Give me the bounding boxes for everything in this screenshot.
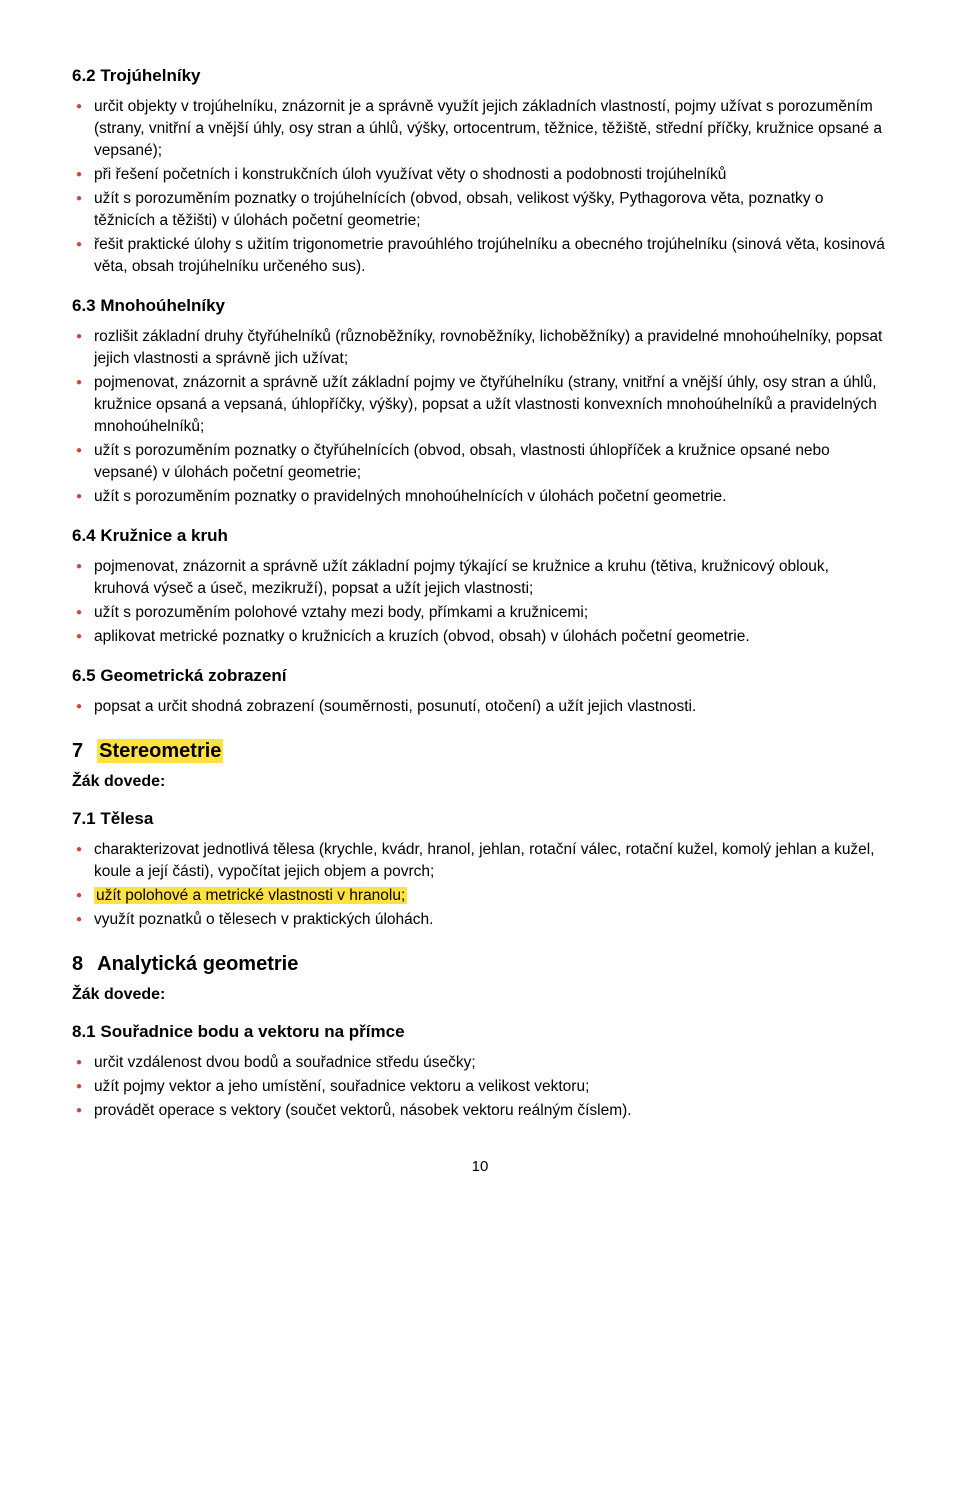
list-item: rozlišit základní druhy čtyřúhelníků (rů… xyxy=(72,326,888,370)
list-6-4: pojmenovat, znázornit a správně užít zák… xyxy=(72,556,888,648)
heading-chapter-7: 7 Stereometrie xyxy=(72,740,888,763)
list-item: užít s porozuměním poznatky o čtyřúhelní… xyxy=(72,440,888,484)
list-item: využít poznatků o tělesech v praktických… xyxy=(72,909,888,931)
list-6-3: rozlišit základní druhy čtyřúhelníků (rů… xyxy=(72,326,888,508)
list-6-5: popsat a určit shodná zobrazení (souměrn… xyxy=(72,696,888,718)
heading-6-2: 6.2 Trojúhelníky xyxy=(72,66,888,86)
heading-6-3: 6.3 Mnohoúhelníky xyxy=(72,296,888,316)
list-item: užít pojmy vektor a jeho umístění, souřa… xyxy=(72,1076,888,1098)
highlighted-text: užít polohové a metrické vlastnosti v hr… xyxy=(94,887,407,904)
list-item: určit objekty v trojúhelníku, znázornit … xyxy=(72,96,888,162)
list-item: užít s porozuměním poznatky o trojúhelní… xyxy=(72,188,888,232)
heading-7-1: 7.1 Tělesa xyxy=(72,809,888,829)
chapter-number: 7 xyxy=(72,740,83,763)
chapter-title-highlighted: Stereometrie xyxy=(97,739,223,763)
heading-6-4: 6.4 Kružnice a kruh xyxy=(72,526,888,546)
chapter-title: Analytická geometrie xyxy=(97,953,298,975)
list-item: pojmenovat, znázornit a správně užít zák… xyxy=(72,556,888,600)
list-item: pojmenovat, znázornit a správně užít zák… xyxy=(72,372,888,438)
list-item: při řešení početních i konstrukčních úlo… xyxy=(72,164,888,186)
list-6-2: určit objekty v trojúhelníku, znázornit … xyxy=(72,96,888,278)
list-item: charakterizovat jednotlivá tělesa (krych… xyxy=(72,839,888,883)
list-item: aplikovat metrické poznatky o kružnicích… xyxy=(72,626,888,648)
chapter-number: 8 xyxy=(72,953,83,976)
list-item: užít s porozuměním poznatky o pravidelný… xyxy=(72,486,888,508)
list-item: popsat a určit shodná zobrazení (souměrn… xyxy=(72,696,888,718)
list-8-1: určit vzdálenost dvou bodů a souřadnice … xyxy=(72,1052,888,1122)
heading-6-5: 6.5 Geometrická zobrazení xyxy=(72,666,888,686)
list-item: provádět operace s vektory (součet vekto… xyxy=(72,1100,888,1122)
heading-chapter-8: 8 Analytická geometrie xyxy=(72,953,888,976)
page-container: 6.2 Trojúhelníky určit objekty v trojúhe… xyxy=(0,0,960,1215)
subheading-zak-dovede-7: Žák dovede: xyxy=(72,773,888,791)
list-7-1: charakterizovat jednotlivá tělesa (krych… xyxy=(72,839,888,931)
heading-8-1: 8.1 Souřadnice bodu a vektoru na přímce xyxy=(72,1022,888,1042)
list-item: řešit praktické úlohy s užitím trigonome… xyxy=(72,234,888,278)
page-number: 10 xyxy=(72,1158,888,1175)
list-item-highlighted: užít polohové a metrické vlastnosti v hr… xyxy=(72,885,888,907)
subheading-zak-dovede-8: Žák dovede: xyxy=(72,986,888,1004)
list-item: určit vzdálenost dvou bodů a souřadnice … xyxy=(72,1052,888,1074)
list-item: užít s porozuměním polohové vztahy mezi … xyxy=(72,602,888,624)
